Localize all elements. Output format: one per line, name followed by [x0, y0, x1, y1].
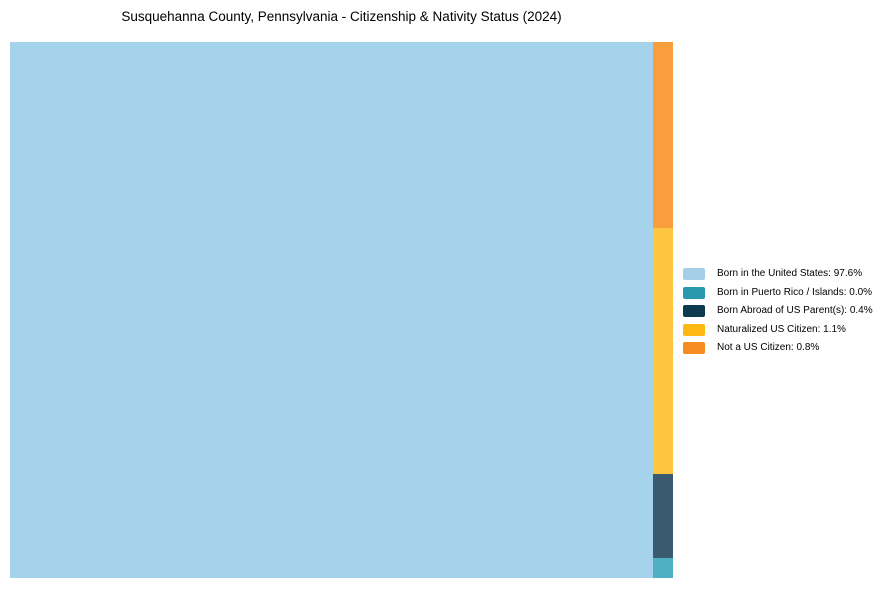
- treemap-segment-naturalized-us-citizen: [653, 227, 673, 474]
- legend-swatch-born-abroad-of-us-parent-s: [683, 305, 705, 318]
- legend-swatch-born-in-the-united-states: [683, 268, 705, 280]
- legend: Born in the United States: 97.6% Born in …: [683, 268, 873, 355]
- treemap-segment-born-in-puerto-rico-islands: [653, 558, 673, 578]
- chart-title: Susquehanna County, Pennsylvania - Citiz…: [121, 9, 562, 24]
- legend-label: Born Abroad of US Parent(s): 0.4%: [717, 305, 873, 317]
- legend-swatch-naturalized-us-citizen: [683, 323, 705, 336]
- legend-swatch-not-a-us-citizen: [683, 342, 705, 355]
- legend-item-born-abroad-of-us-parent-s: Born Abroad of US Parent(s): 0.4%: [683, 305, 873, 318]
- legend-swatch-born-in-puerto-rico-islands: [683, 286, 705, 299]
- legend-item-naturalized-us-citizen: Naturalized US Citizen: 1.1%: [683, 323, 873, 336]
- treemap-segment-born-in-the-united-states: [10, 42, 653, 578]
- legend-label: Born in Puerto Rico / Islands: 0.0%: [717, 286, 873, 298]
- legend-item-born-in-puerto-rico-islands: Born in Puerto Rico / Islands: 0.0%: [683, 286, 873, 299]
- legend-label: Naturalized US Citizen: 1.1%: [717, 323, 846, 335]
- treemap-segment-not-a-us-citizen: [653, 42, 673, 228]
- legend-label: Born in the United States: 97.6%: [717, 268, 863, 279]
- legend-label: Not a US Citizen: 0.8%: [717, 342, 820, 354]
- legend-item-not-a-us-citizen: Not a US Citizen: 0.8%: [683, 342, 873, 355]
- legend-item-born-in-the-united-states: Born in the United States: 97.6%: [683, 268, 873, 280]
- treemap-plot: [10, 42, 673, 578]
- treemap-segment-born-abroad-of-us-parent-s: [653, 474, 673, 559]
- treemap-minor-column: [653, 42, 673, 578]
